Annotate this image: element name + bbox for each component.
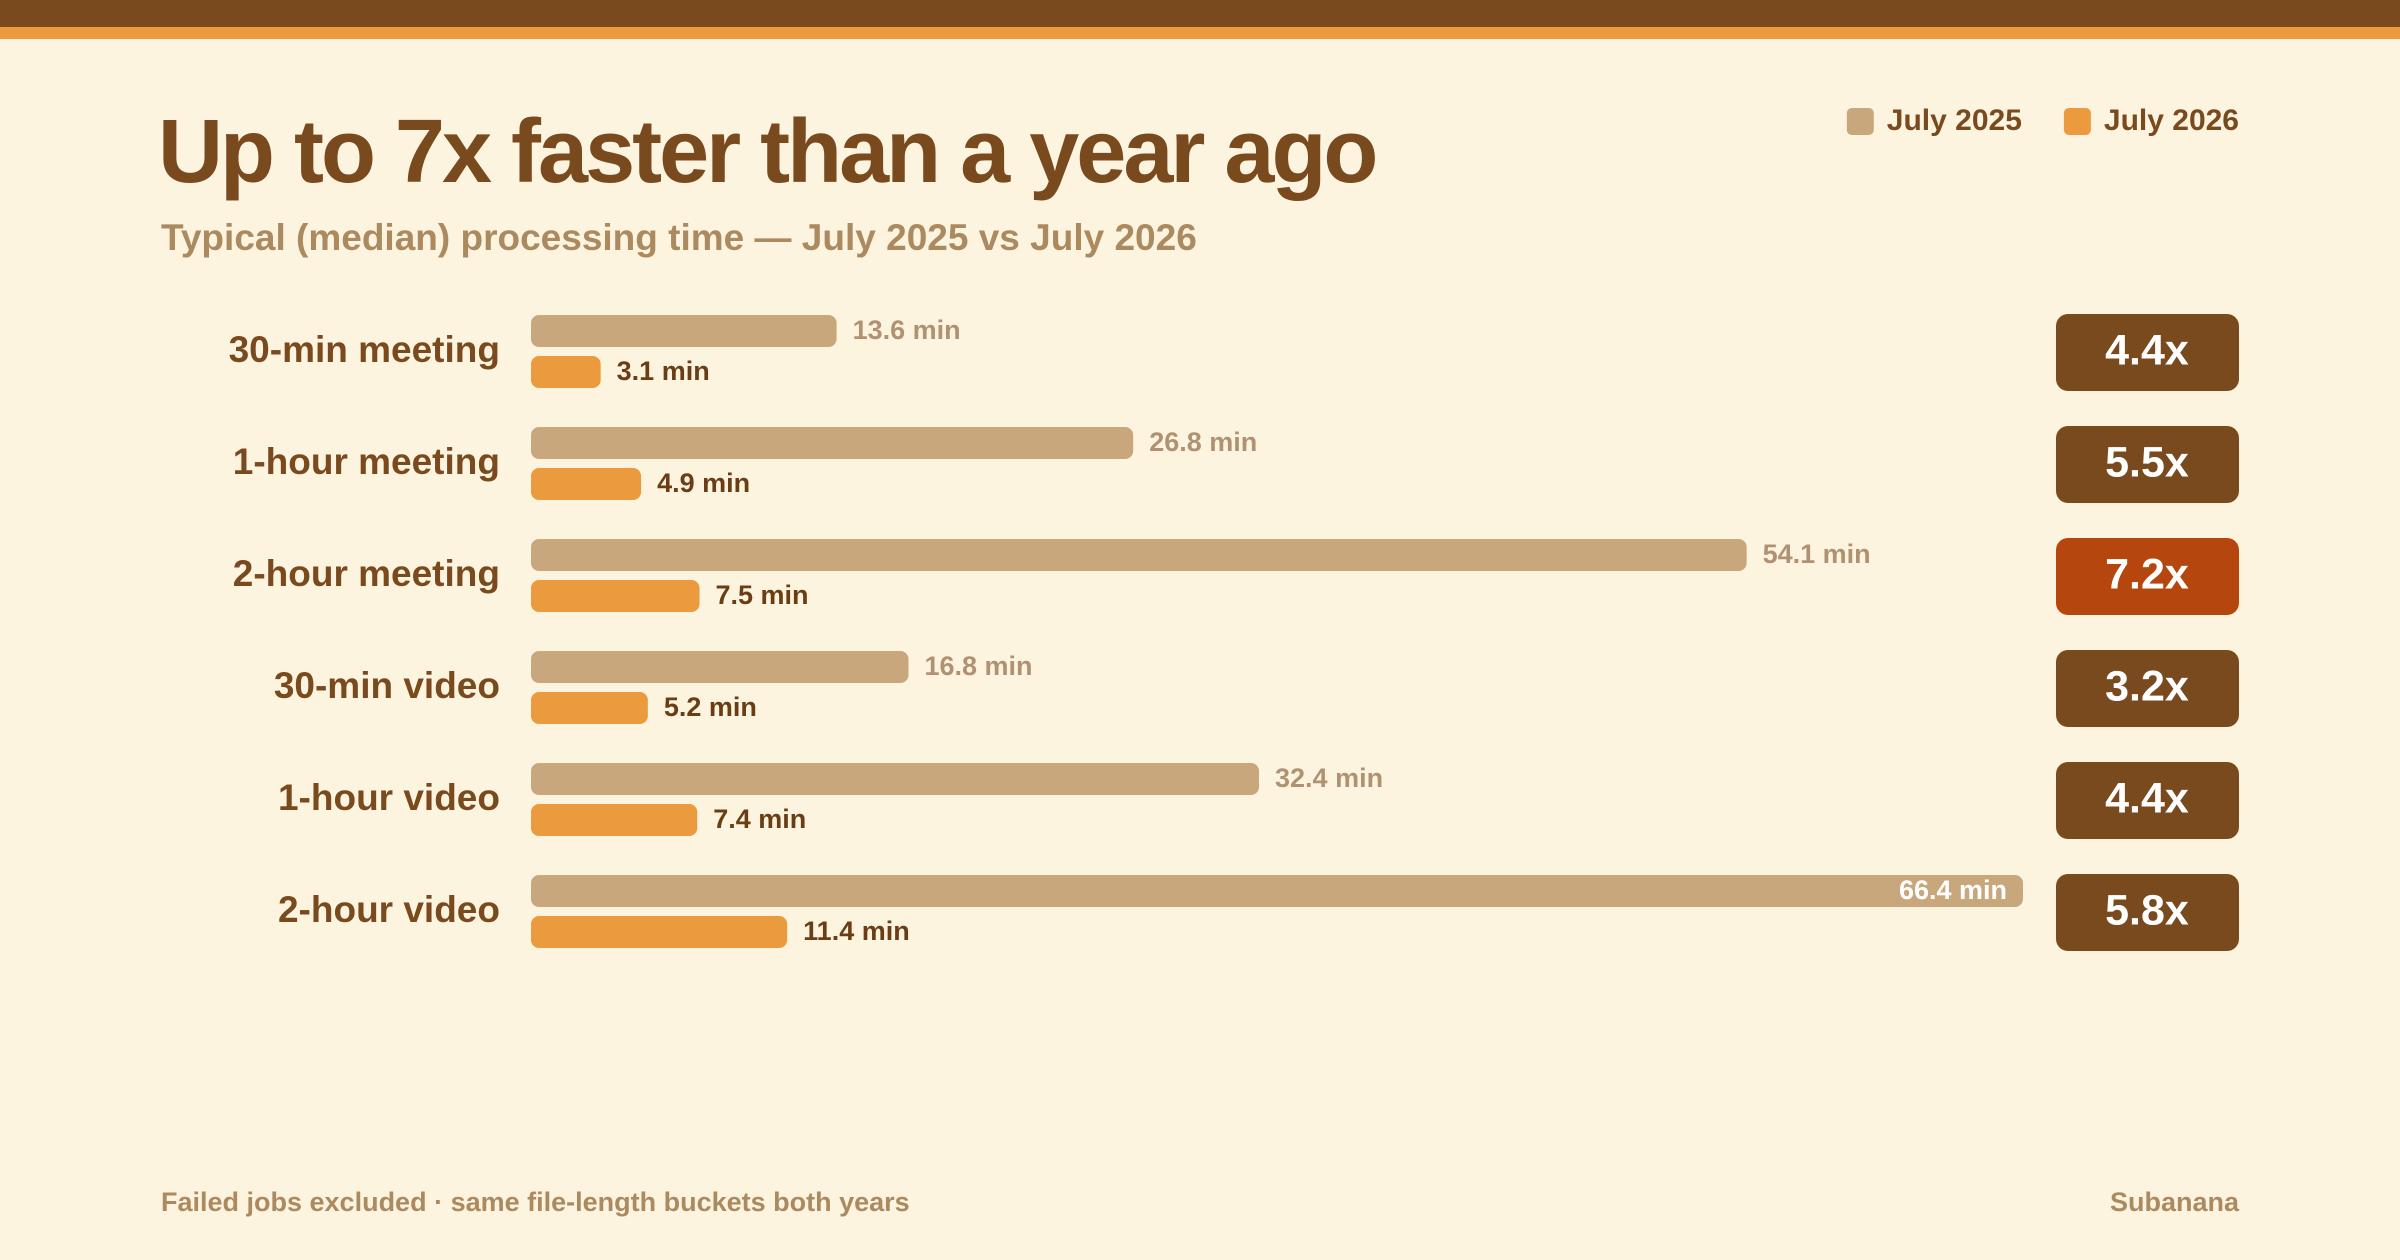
chart-title: Up to 7x faster than a year ago xyxy=(158,102,1375,202)
ratio-badge xyxy=(2056,874,2239,951)
value-label: 66.4 min xyxy=(1899,875,2007,905)
value-label: 13.6 min xyxy=(853,315,961,345)
value-label: 54.1 min xyxy=(1763,539,1871,569)
ratio-label: 4.4x xyxy=(2105,326,2189,374)
bar xyxy=(531,651,909,683)
ratio-badge xyxy=(2056,650,2239,727)
value-label: 16.8 min xyxy=(924,651,1032,681)
bar xyxy=(531,427,1134,459)
ratio-label: 7.2x xyxy=(2105,550,2189,598)
value-label: 11.4 min xyxy=(803,916,910,946)
legend-swatch xyxy=(1846,108,1874,135)
ratio-badge xyxy=(2056,538,2239,615)
bar xyxy=(531,356,601,388)
value-label: 7.5 min xyxy=(716,580,809,610)
category-label: 2-hour video xyxy=(278,889,500,930)
legend-label: July 2025 xyxy=(1887,104,2022,137)
bar xyxy=(531,468,642,500)
value-label: 26.8 min xyxy=(1149,427,1257,457)
ratio-label: 5.8x xyxy=(2105,886,2189,934)
legend-swatch xyxy=(2063,108,2091,135)
footer-brand: Subanana xyxy=(2110,1187,2240,1217)
category-label: 2-hour meeting xyxy=(233,553,500,594)
bar xyxy=(531,315,837,347)
bar xyxy=(531,763,1260,795)
category-label: 30-min meeting xyxy=(229,329,500,370)
footer-note: Failed jobs excluded · same file-length … xyxy=(161,1187,910,1217)
value-label: 5.2 min xyxy=(664,692,757,722)
value-label: 4.9 min xyxy=(657,468,750,498)
ratio-label: 3.2x xyxy=(2105,662,2189,710)
bar xyxy=(531,804,698,836)
legend-label: July 2026 xyxy=(2104,104,2239,137)
bar xyxy=(531,916,788,948)
bar xyxy=(531,875,2023,907)
bar xyxy=(531,692,648,724)
bar xyxy=(531,580,700,612)
top-band xyxy=(0,0,2400,27)
ratio-badge xyxy=(2056,426,2239,503)
top-stripe xyxy=(0,27,2400,39)
category-label: 1-hour video xyxy=(278,777,500,818)
category-label: 30-min video xyxy=(274,665,500,706)
ratio-label: 4.4x xyxy=(2105,774,2189,822)
value-label: 32.4 min xyxy=(1275,763,1383,793)
ratio-label: 5.5x xyxy=(2105,438,2189,486)
value-label: 7.4 min xyxy=(713,804,806,834)
chart-subtitle: Typical (median) processing time — July … xyxy=(161,217,1197,258)
ratio-badge xyxy=(2056,762,2239,839)
ratio-badge xyxy=(2056,314,2239,391)
bar xyxy=(531,539,1747,571)
category-label: 1-hour meeting xyxy=(233,441,500,482)
value-label: 3.1 min xyxy=(617,356,710,386)
